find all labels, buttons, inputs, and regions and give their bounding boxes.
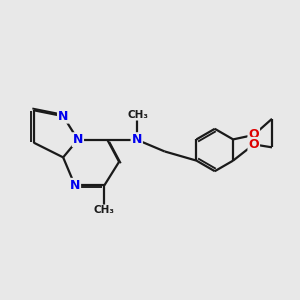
Text: O: O (248, 138, 259, 151)
Text: N: N (132, 133, 142, 146)
Text: CH₃: CH₃ (94, 206, 115, 215)
Text: O: O (248, 128, 259, 142)
Text: N: N (58, 110, 68, 123)
Text: N: N (70, 179, 80, 192)
Text: N: N (73, 133, 83, 146)
Text: CH₃: CH₃ (128, 110, 149, 120)
